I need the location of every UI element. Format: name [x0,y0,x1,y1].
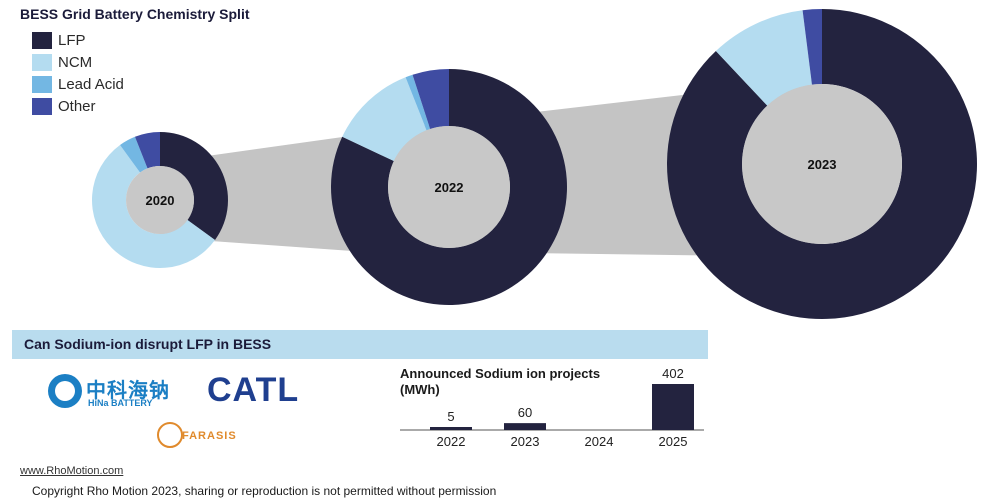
bar-tick-label-2022: 2022 [437,434,466,449]
banner-title: Can Sodium-ion disrupt LFP in BESS [24,336,272,352]
donut-label-2020: 2020 [146,193,175,208]
farasis-logo: FARASIS [182,430,237,442]
bar-value-label-2025: 402 [662,366,684,381]
catl-logo: CATL [207,371,300,409]
chart-title: BESS Grid Battery Chemistry Split [20,6,250,22]
donut-slice-2020-lead-acid [120,136,148,173]
legend: LFP NCM Lead Acid Other [32,29,124,117]
donut-hole-2022 [388,126,510,248]
donut-slice-2022-ncm [342,77,427,162]
donut-slice-2022-other [412,69,449,129]
donut-label-2022: 2022 [435,180,464,195]
legend-label-lfp: LFP [58,31,86,49]
bar-tick-label-2024: 2024 [585,434,614,449]
sodium-projects-chart: Announced Sodium ion projects (MWh) 5 202… [400,366,704,449]
legend-item-lfp: LFP [32,29,124,51]
legend-swatch-ncm [32,53,52,71]
bar-tick-label-2023: 2023 [511,434,540,449]
donut-slice-2023-ncm [715,10,812,106]
bar-chart-title: Announced Sodium ion projects [400,366,600,381]
donut-label-2023: 2023 [808,157,837,172]
bar-tick-label-2025: 2025 [659,434,688,449]
bar-2025 [652,384,694,430]
legend-label-lead-acid: Lead Acid [58,75,124,93]
bar-2022 [430,427,472,430]
legend-swatch-lfp [32,31,52,49]
donut-slice-2020-ncm [91,144,216,268]
bar-2023 [504,423,546,430]
donut-hole-2023 [742,84,902,244]
donut-slice-2022-lead-acid [405,74,431,131]
legend-label-ncm: NCM [58,53,93,71]
donut-slice-2022-lfp [331,69,567,305]
donut-slice-2020-lfp [160,132,228,240]
legend-label-other: Other [58,97,96,115]
legend-item-ncm: NCM [32,51,124,73]
hina-logo-chinese: 中科海钠 [86,380,170,402]
legend-item-other: Other [32,95,124,117]
legend-item-lead-acid: Lead Acid [32,73,124,95]
donut-slice-2023-lfp [666,9,977,319]
legend-swatch-other [32,97,52,115]
rhomotion-link[interactable]: www.RhoMotion.com [20,465,124,477]
bar-chart-unit: (MWh) [400,382,440,397]
section-banner: Can Sodium-ion disrupt LFP in BESS [12,330,708,359]
donut-slice-2020-other [134,132,160,169]
copyright-notice: Copyright Rho Motion 2023, sharing or re… [32,484,497,498]
hina-battery-logo-icon [48,374,82,408]
hina-logo-english: HiNa BATTERY [88,398,153,408]
donut-charts: 2020 2022 2023 [91,9,977,319]
farasis-logo-icon [157,422,183,448]
bar-value-label-2023: 60 [518,405,532,420]
legend-swatch-lead-acid [32,75,52,93]
donut-slice-2023-other [802,9,822,85]
donut-hole-2020 [126,166,194,234]
bar-value-label-2022: 5 [447,409,454,424]
